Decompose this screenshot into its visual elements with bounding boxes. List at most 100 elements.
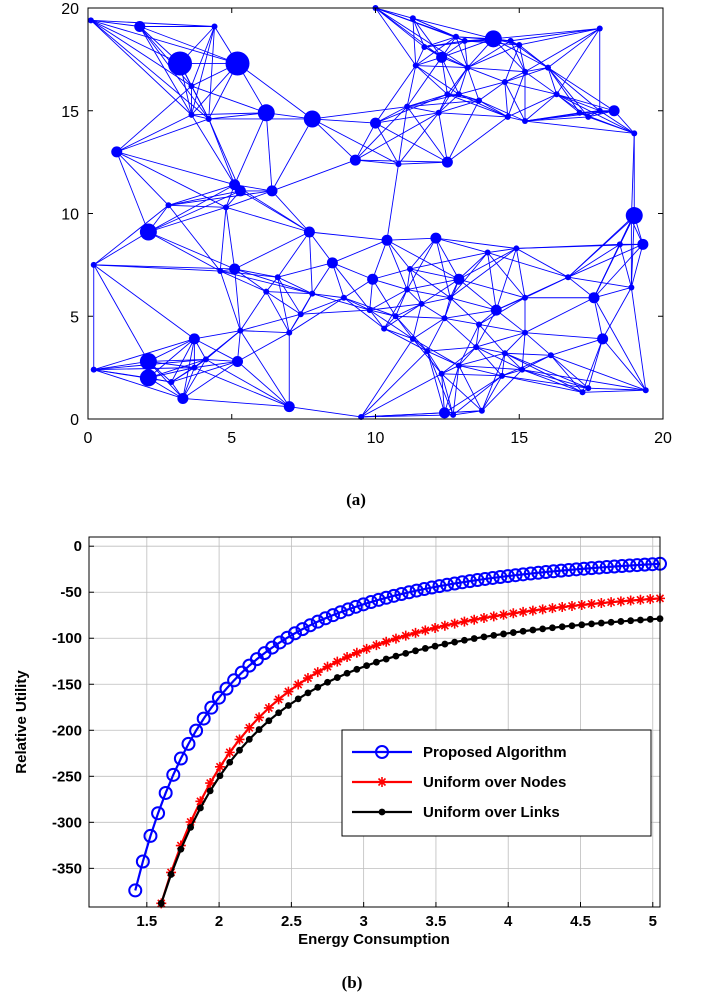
series-marker [364, 595, 379, 610]
network-edge [547, 28, 601, 68]
x-tick-label: 2.5 [281, 913, 302, 930]
network-edge [435, 238, 451, 298]
series-marker [430, 622, 441, 633]
network-edge [383, 289, 408, 329]
network-edge [398, 161, 448, 165]
series-marker [263, 702, 274, 713]
network-node [421, 44, 428, 51]
series-marker [285, 702, 292, 709]
network-node [168, 379, 175, 386]
network-edge [426, 351, 445, 413]
series-marker [576, 599, 587, 610]
network-edge [516, 248, 569, 278]
network-edge [386, 164, 399, 241]
network-node [478, 407, 485, 414]
series-marker [343, 669, 351, 677]
network-edge [312, 293, 370, 311]
network-edge [450, 297, 497, 311]
network-edge [148, 231, 221, 272]
network-edge [168, 190, 273, 206]
network-node [366, 307, 373, 314]
network-node [450, 411, 457, 418]
network-edge [93, 361, 149, 371]
series-marker [381, 636, 392, 647]
series-marker [516, 567, 531, 582]
network-edge [90, 19, 192, 87]
network-edge [487, 252, 526, 299]
network-node [165, 202, 172, 209]
network-edge [225, 207, 236, 270]
network-node [576, 109, 583, 116]
series-marker [189, 723, 204, 738]
network-edge [452, 375, 503, 416]
series-marker [607, 559, 622, 574]
network-edge [234, 112, 267, 185]
network-edge [504, 67, 549, 83]
network-edge [524, 71, 557, 95]
series-marker [234, 665, 249, 680]
x-tick-label: 3 [359, 913, 367, 930]
network-edge [361, 410, 482, 418]
network-edge [438, 112, 508, 118]
network-node [553, 91, 560, 98]
series-marker [310, 614, 325, 629]
network-edge [556, 93, 635, 134]
series-marker [166, 767, 181, 782]
series-marker [569, 562, 584, 577]
network-node [585, 385, 592, 392]
series-marker [508, 568, 523, 583]
network-edge [375, 7, 413, 19]
series-marker [206, 787, 214, 795]
network-edge [277, 231, 310, 278]
network-edge [148, 184, 235, 233]
network-node [637, 238, 649, 250]
network-edge [524, 332, 552, 356]
network-edge [421, 297, 451, 305]
y-tick-label: -250 [52, 768, 82, 785]
network-edge [148, 338, 195, 379]
series-marker [449, 618, 460, 629]
network-edge [487, 252, 569, 278]
network-edge [458, 278, 526, 299]
network-edge [504, 352, 583, 393]
legend-label: Proposed Algorithm [423, 744, 567, 761]
network-edge [386, 240, 408, 290]
series-marker [216, 772, 224, 780]
series-marker [341, 602, 356, 617]
network-edge [148, 358, 206, 362]
network-node [229, 263, 241, 275]
network-node [522, 68, 528, 75]
network-node [484, 30, 502, 48]
network-node [217, 268, 224, 275]
series-marker [322, 661, 333, 672]
network-edge [478, 324, 526, 334]
network-node [597, 333, 609, 345]
network-node [628, 284, 635, 291]
network-edge [289, 297, 345, 334]
network-edge [332, 262, 373, 280]
network-edge [191, 85, 210, 120]
network-edge [93, 204, 169, 266]
network-edge [444, 309, 497, 319]
series-marker [219, 681, 234, 696]
network-edge [412, 338, 442, 375]
network-edge [312, 106, 408, 120]
network-edge [265, 112, 273, 191]
network-edge [409, 268, 459, 280]
network-edge [360, 373, 442, 418]
series-marker [332, 656, 343, 667]
network-edge [458, 365, 483, 411]
network-edge [355, 106, 408, 161]
network-edge [458, 324, 480, 366]
series-marker [566, 600, 577, 611]
y-tick-label: -200 [52, 722, 82, 739]
network-edge [524, 28, 600, 73]
network-edge [343, 297, 370, 311]
series-marker [500, 569, 515, 584]
network-edge [354, 122, 376, 161]
series-marker [518, 606, 529, 617]
network-edge [191, 26, 215, 115]
network-node [424, 348, 431, 355]
x-tick-label: 2 [215, 913, 223, 930]
network-edge [93, 264, 149, 362]
